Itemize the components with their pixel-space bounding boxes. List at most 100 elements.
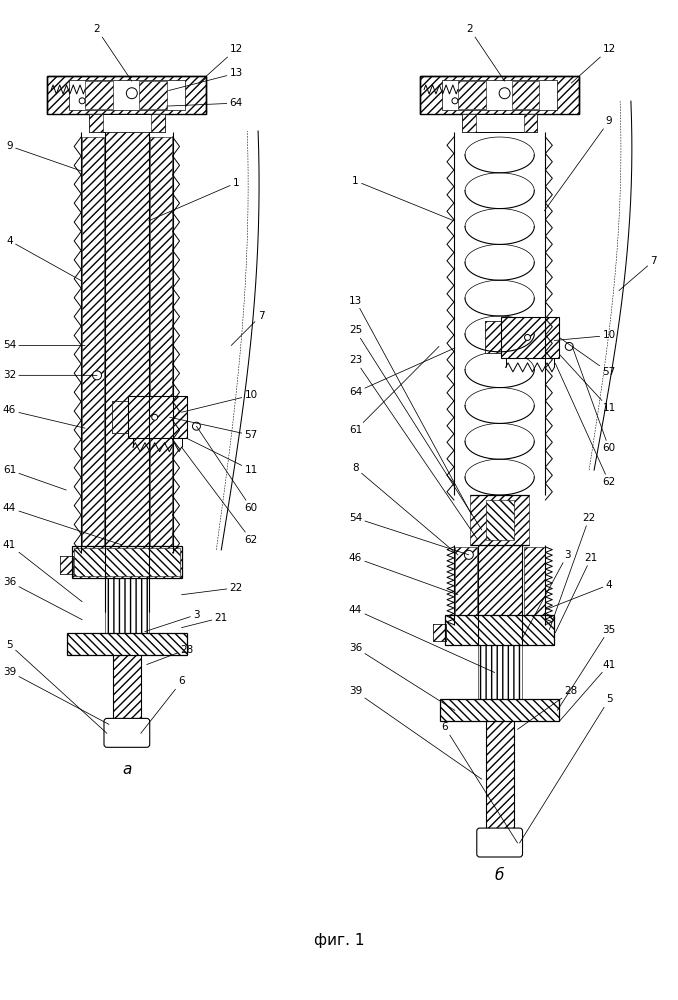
Text: 7: 7	[619, 256, 657, 291]
Text: 10: 10	[555, 330, 616, 340]
Text: 36: 36	[3, 577, 82, 620]
Text: 4: 4	[6, 236, 81, 281]
Bar	[151, 114, 165, 132]
Text: 41: 41	[3, 540, 82, 602]
Bar	[139, 81, 167, 109]
Circle shape	[79, 98, 85, 104]
Bar	[485, 500, 513, 540]
Text: 44: 44	[3, 503, 122, 545]
Bar	[420, 76, 579, 114]
Text: 8: 8	[352, 463, 458, 555]
Bar	[420, 76, 579, 114]
Bar	[485, 721, 513, 832]
Bar	[89, 114, 165, 132]
FancyBboxPatch shape	[477, 828, 523, 857]
Bar	[60, 556, 73, 574]
Bar	[485, 321, 500, 353]
Bar	[112, 401, 128, 433]
Text: 25: 25	[349, 325, 482, 530]
Text: 57: 57	[559, 337, 616, 377]
Circle shape	[565, 342, 573, 350]
Bar	[485, 321, 500, 353]
Bar	[442, 80, 557, 110]
Text: 21: 21	[555, 553, 598, 633]
Circle shape	[126, 88, 137, 99]
Text: 12: 12	[199, 44, 243, 83]
Bar	[433, 624, 446, 641]
Text: 35: 35	[557, 625, 616, 710]
Text: 61: 61	[3, 465, 66, 490]
Bar	[478, 545, 521, 640]
Text: фиг. 1: фиг. 1	[315, 933, 365, 948]
Text: 60: 60	[197, 426, 258, 513]
Bar	[113, 655, 141, 722]
Text: 22: 22	[549, 513, 596, 630]
Bar	[47, 76, 206, 114]
Text: 6: 6	[441, 722, 517, 843]
Text: 41: 41	[559, 660, 616, 721]
Text: 12: 12	[572, 44, 616, 83]
Text: 54: 54	[349, 513, 469, 555]
Text: 28: 28	[517, 686, 578, 729]
Text: 9: 9	[544, 116, 612, 211]
Bar	[478, 645, 521, 699]
Bar	[482, 833, 517, 852]
Bar	[445, 615, 555, 645]
Bar	[433, 624, 446, 641]
Circle shape	[525, 334, 530, 340]
Text: 7: 7	[231, 311, 264, 345]
Text: 13: 13	[349, 296, 472, 515]
Text: 60: 60	[572, 346, 616, 453]
Bar	[60, 556, 73, 574]
Text: 5: 5	[6, 640, 107, 733]
Text: 21: 21	[182, 613, 228, 628]
Bar	[105, 578, 148, 633]
Bar	[128, 396, 186, 438]
Text: 3: 3	[144, 610, 200, 632]
Bar	[523, 547, 545, 643]
Text: 57: 57	[170, 417, 258, 440]
Bar	[462, 114, 538, 132]
Bar	[82, 137, 104, 573]
Text: 23: 23	[349, 355, 478, 540]
Text: 13: 13	[169, 68, 243, 91]
Bar	[462, 114, 476, 132]
Text: 62: 62	[555, 363, 616, 487]
Text: б: б	[495, 868, 504, 883]
Circle shape	[452, 98, 458, 104]
Text: 39: 39	[349, 686, 482, 779]
Text: 11: 11	[186, 438, 258, 475]
Bar	[455, 547, 477, 643]
Text: 54: 54	[3, 340, 85, 350]
Bar	[470, 495, 530, 545]
Text: 36: 36	[349, 643, 455, 710]
Text: 62: 62	[182, 447, 258, 545]
Text: 1: 1	[352, 176, 454, 221]
Text: 64: 64	[167, 98, 243, 108]
Text: 11: 11	[559, 354, 616, 413]
Text: 1: 1	[148, 178, 239, 221]
Bar	[89, 114, 103, 132]
Bar	[85, 81, 113, 109]
Text: 10: 10	[182, 390, 258, 412]
Circle shape	[464, 550, 473, 559]
Bar	[440, 699, 559, 721]
Bar	[109, 723, 144, 742]
Bar	[105, 132, 148, 612]
Text: 4: 4	[545, 580, 612, 610]
Text: 2: 2	[466, 24, 504, 81]
Bar	[47, 76, 206, 114]
Bar	[150, 137, 172, 573]
Text: 3: 3	[521, 550, 571, 640]
Circle shape	[152, 414, 158, 420]
Circle shape	[499, 88, 510, 99]
Text: 61: 61	[349, 346, 439, 435]
Bar	[512, 81, 540, 109]
Bar	[74, 548, 180, 576]
Bar	[112, 401, 128, 433]
Text: 2: 2	[94, 24, 132, 81]
Bar	[523, 114, 538, 132]
Bar	[72, 546, 182, 578]
Text: 28: 28	[146, 645, 193, 665]
Bar	[69, 80, 184, 110]
